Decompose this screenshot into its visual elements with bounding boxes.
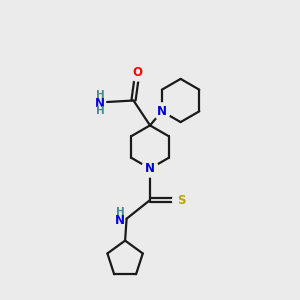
Circle shape: [172, 192, 189, 208]
Text: H: H: [96, 90, 105, 100]
Text: S: S: [177, 194, 185, 207]
Text: H: H: [116, 207, 125, 217]
Text: N: N: [115, 214, 125, 227]
Text: N: N: [145, 162, 155, 175]
Circle shape: [154, 103, 170, 120]
Text: N: N: [95, 97, 105, 110]
Circle shape: [142, 160, 158, 177]
Text: O: O: [132, 66, 142, 79]
Text: H: H: [96, 106, 105, 116]
Text: N: N: [157, 105, 167, 118]
Circle shape: [129, 64, 146, 81]
